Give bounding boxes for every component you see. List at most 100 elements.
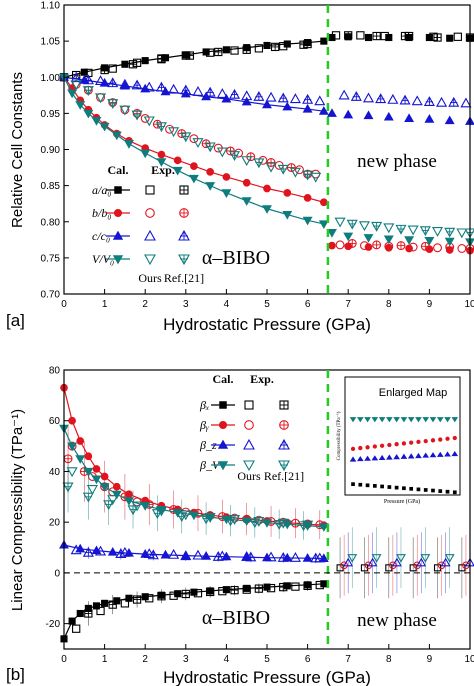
exp-ours-point (241, 90, 253, 101)
cal-point-shape (363, 110, 374, 120)
exp-ours-point (107, 495, 119, 506)
inset-point (356, 417, 364, 423)
cal-point-shape (242, 178, 251, 187)
cal-point (124, 497, 134, 506)
cal-point-shape (424, 114, 435, 123)
exp-ref-point (131, 110, 143, 121)
inset-point-shape (350, 446, 356, 452)
inset-point (445, 436, 450, 441)
exp-ours-point-shape (216, 88, 228, 99)
inset-point (416, 487, 421, 492)
exp-ref-point (371, 221, 383, 232)
cal-point (363, 110, 374, 120)
cal-point-shape (221, 189, 232, 198)
y-tick-label: 80 (49, 366, 61, 377)
cal-point-shape (121, 60, 129, 68)
exp-ours-point (70, 72, 82, 83)
cal-point (68, 416, 76, 425)
exp-ours-point (95, 545, 107, 556)
y-tick-label: 1.00 (41, 73, 61, 84)
inset-point-shape (365, 483, 370, 488)
cal-point (172, 166, 183, 176)
cal-point-shape (363, 234, 374, 243)
exp-ref-point (82, 546, 94, 557)
panel-a-label: [a] (6, 311, 25, 330)
exp-ref-point (419, 226, 431, 237)
exp-ref-point (228, 88, 241, 99)
cal-point-shape (156, 158, 167, 167)
cal-point (160, 549, 171, 559)
inset-point-shape (430, 438, 436, 443)
inset-point-shape (356, 417, 364, 423)
exp-ref-point (266, 158, 276, 167)
exp-ours-point-shape (143, 116, 155, 127)
exp-ref-point-shape (420, 241, 430, 251)
cal-point (319, 198, 328, 207)
x-tick-label: 3 (183, 299, 189, 310)
exp-ref-point (433, 33, 442, 42)
inset-point-shape (452, 435, 457, 441)
x-tick-label: 5 (264, 299, 270, 310)
annotation-alpha-bibo-a: α–BIBO (202, 247, 270, 269)
new-phase-point-shape (347, 554, 358, 563)
cal-point (205, 182, 216, 191)
inset-point (372, 484, 377, 488)
cal-point (343, 109, 354, 119)
new-phase-point-shape (343, 557, 354, 567)
exp-ref-point (277, 92, 289, 103)
exp-ours-point-shape (95, 93, 107, 104)
exp-ours-point (70, 544, 82, 555)
exp-ours-point (143, 81, 155, 92)
exp-ours-point (242, 585, 251, 594)
exp-ours-point (291, 582, 300, 591)
exp-ours-point (216, 147, 228, 158)
legend-marker-cal-shape (112, 230, 124, 240)
cal-point-shape (68, 617, 76, 625)
inset-point (438, 489, 443, 493)
exp-ref-point (147, 549, 159, 560)
legend-label: V/V₀ (92, 252, 114, 266)
inset-point-shape (416, 487, 421, 492)
exp-ours-point (168, 127, 180, 138)
exp-ours-point-shape (356, 31, 365, 40)
legend-foot-ours-a: Ours (138, 271, 162, 285)
inset-point (378, 417, 386, 423)
cal-point-shape (243, 584, 251, 592)
inset-point-shape (416, 439, 421, 445)
inset-point-shape (379, 443, 385, 448)
inset-point-shape (387, 442, 392, 448)
inset-point-shape (372, 444, 377, 449)
cal-point (318, 523, 329, 532)
annotation-alpha-bibo-b: α–BIBO (202, 607, 270, 629)
legend-marker-exp-ref (179, 185, 189, 195)
annotation-new-phase-a: new phase (357, 151, 437, 172)
cal-point (222, 173, 231, 181)
inset-point-shape (400, 417, 408, 423)
exp-ref-point (298, 521, 310, 532)
cal-point-shape (383, 111, 394, 121)
legend-marker-cal (218, 420, 228, 430)
exp-ours-point (192, 549, 204, 560)
new-phase-point (391, 557, 402, 567)
y-tick-label: 0.80 (41, 217, 61, 228)
exp-ours-point-shape (169, 591, 178, 600)
legend-head-cal-b: Cal. (213, 372, 234, 386)
exp-ref-point-shape (286, 163, 296, 173)
exp-ours-point-shape (119, 105, 131, 116)
cal-point (444, 237, 455, 247)
panel-a-xlabel: Hydrostatic Pressure (GPa) (163, 315, 371, 334)
exp-ours-point-shape (331, 31, 341, 40)
exp-ref-point (273, 520, 285, 530)
cal-point-shape (444, 237, 455, 247)
x-tick-label: 1 (102, 299, 108, 310)
exp-ours-point (457, 244, 467, 253)
inset-point-shape (394, 442, 399, 447)
exp-ours-point-shape (408, 242, 418, 252)
new-phase-point (347, 554, 358, 563)
legend-marker-exp-ours (145, 185, 155, 195)
cal-point-shape (205, 182, 216, 191)
inset-point-shape (349, 456, 357, 462)
cal-point-shape (91, 117, 102, 126)
cal-point (140, 502, 151, 511)
cal-point-shape (84, 452, 93, 461)
